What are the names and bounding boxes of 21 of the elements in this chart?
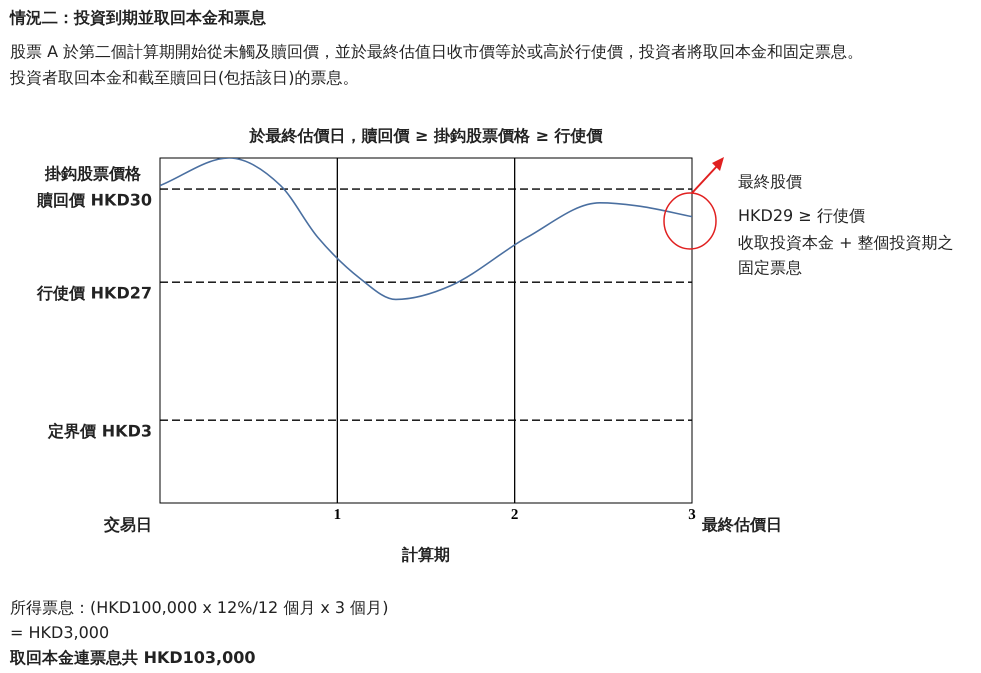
chart-title: 於最終估價日，贖回價 ≥ 掛鈎股票價格 ≥ 行使價 [249, 126, 603, 147]
text: 交易日 [104, 515, 152, 536]
text: 情況二：投資到期並取回本金和票息 [10, 8, 266, 29]
x-tick-label: 1 [334, 506, 342, 523]
text: 最終股價 [738, 172, 802, 193]
text: 最終估價日 [702, 515, 782, 536]
text: 所得票息：(HKD100,000 x 12%/12 個月 x 3 個月) [10, 598, 388, 619]
text: 收取投資本金 + 整個投資期之 [738, 233, 954, 254]
x-axis-title: 計算期 [402, 545, 450, 566]
ref-line-label: 定界價 HKD3 [48, 422, 152, 443]
text: = HKD3,000 [10, 623, 110, 642]
text: 取回本金連票息共 HKD103,000 [10, 648, 256, 669]
text: 固定票息 [738, 258, 802, 279]
x-tick-label: 3 [688, 506, 696, 523]
ref-line-label: 贖回價 HKD30 [37, 190, 152, 212]
ref-line-label: 行使價 HKD27 [37, 284, 152, 305]
y-axis-title: 掛鈎股票價格 [45, 164, 141, 185]
text: 股票 A 於第二個計算期開始從未觸及贖回價，並於最終估值日收市價等於或高於行使價，投資者將取回本金和固定票息。 [10, 42, 864, 63]
text: 投資者取回本金和截至贖回日(包括該日)的票息。 [10, 68, 358, 89]
text: HKD29 ≥ 行使價 [738, 206, 865, 227]
x-tick-label: 2 [510, 506, 518, 523]
